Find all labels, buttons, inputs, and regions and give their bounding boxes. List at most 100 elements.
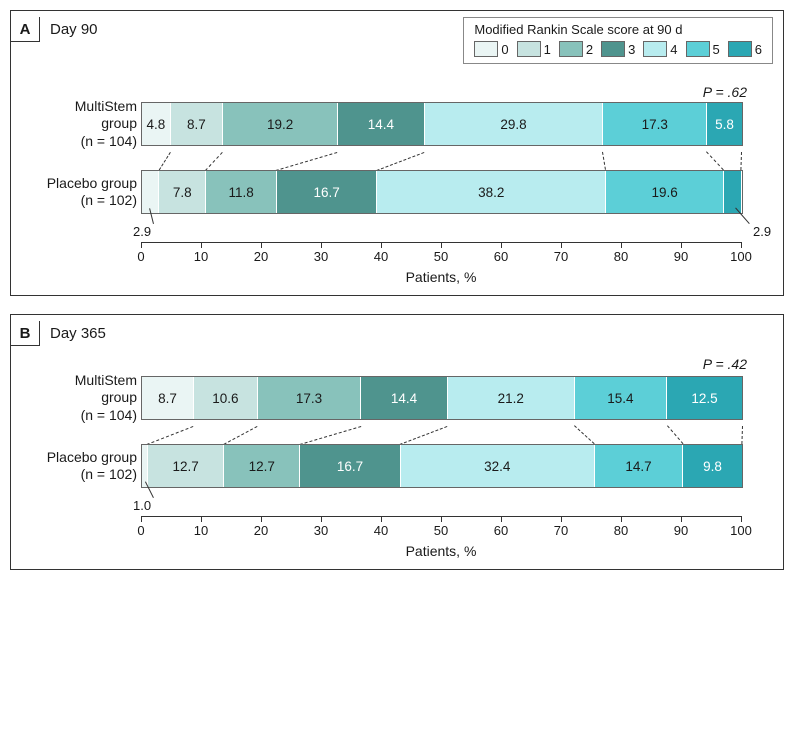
panel-title: Day 365 [50, 325, 106, 342]
axis-tick [741, 242, 742, 248]
panel-b: BDay 365P = .42MultiStemgroup(n = 104)8.… [10, 314, 784, 570]
bar-segment: 9.8 [683, 445, 742, 487]
axis-tick-label: 0 [137, 249, 144, 264]
axis-tick-label: 60 [494, 249, 508, 264]
row-label: Placebo group(n = 102) [11, 449, 137, 484]
bar-segment: 12.7 [224, 445, 300, 487]
chart-area: P = .42MultiStemgroup(n = 104)8.710.617.… [11, 346, 783, 569]
connector-line [299, 426, 360, 445]
axis-line [141, 242, 741, 249]
axis-tick-label: 10 [194, 249, 208, 264]
legend-title: Modified Rankin Scale score at 90 d [474, 22, 762, 37]
axis-tick [681, 242, 682, 248]
x-axis: 0102030405060708090100Patients, % [141, 516, 741, 559]
axis-tick [381, 242, 382, 248]
axis-tick [321, 516, 322, 522]
axis-tick-label: 90 [674, 523, 688, 538]
axis-tick-label: 10 [194, 523, 208, 538]
bar-segment: 21.2 [448, 377, 575, 419]
connector-line [602, 152, 606, 170]
connector-line [147, 426, 194, 445]
connector-line [400, 426, 448, 445]
x-axis: 0102030405060708090100Patients, % [141, 242, 741, 285]
axis-tick-label: 20 [254, 523, 268, 538]
axis-tick [741, 516, 742, 522]
axis-tick [201, 516, 202, 522]
panel-title: Day 90 [50, 21, 98, 38]
axis-tick [141, 242, 142, 248]
bar-segment: 7.8 [159, 171, 206, 213]
axis-tick-label: 20 [254, 249, 268, 264]
bar-segment: 19.6 [606, 171, 724, 213]
bar-segment: 8.7 [171, 103, 223, 145]
connector-line [667, 425, 683, 444]
bar-segment: 32.4 [401, 445, 595, 487]
bar-segment: 17.3 [258, 377, 362, 419]
axis-tick-label: 30 [314, 249, 328, 264]
bar-segment: 16.7 [300, 445, 400, 487]
row-label: MultiStemgroup(n = 104) [11, 372, 137, 425]
callout: 2.9 [753, 224, 771, 239]
callout: 1.0 [133, 498, 151, 513]
bar-segment: 14.7 [595, 445, 683, 487]
bar-segment [724, 171, 741, 213]
bar-track: 7.811.816.738.219.6 [141, 170, 743, 214]
connector-line [740, 152, 742, 170]
bar-segment: 38.2 [377, 171, 606, 213]
axis-tick [621, 516, 622, 522]
connector-line [223, 426, 257, 445]
connector-line [706, 151, 724, 170]
connector-line [276, 152, 337, 171]
panel-letter: B [11, 321, 40, 346]
panel-a: ADay 90Modified Rankin Scale score at 90… [10, 10, 784, 296]
axis-tick [141, 516, 142, 522]
connector-line [376, 152, 424, 171]
connector-line [574, 425, 594, 444]
axis-tick [441, 242, 442, 248]
callout-group: 1.0 [141, 490, 741, 510]
bar-segment [142, 171, 159, 213]
bar-segment: 12.5 [667, 377, 742, 419]
axis-tick-label: 90 [674, 249, 688, 264]
bar-track: 4.88.719.214.429.817.35.8 [141, 102, 743, 146]
axis-tick-label: 80 [614, 523, 628, 538]
axis-tick-label: 0 [137, 523, 144, 538]
chart-area: P = .62MultiStemgroup(n = 104)4.88.719.2… [11, 42, 783, 295]
axis-tick-label: 80 [614, 249, 628, 264]
axis-tick-labels: 0102030405060708090100 [141, 523, 741, 541]
axis-tick-label: 40 [374, 523, 388, 538]
axis-tick [501, 242, 502, 248]
connector-group [141, 428, 741, 444]
axis-tick [261, 242, 262, 248]
axis-tick-label: 40 [374, 249, 388, 264]
connector-group [141, 154, 741, 170]
bar-segment: 15.4 [575, 377, 667, 419]
bar-row: MultiStemgroup(n = 104)8.710.617.314.421… [141, 376, 763, 420]
axis-tick-label: 50 [434, 249, 448, 264]
panel-header: B Day 365 [11, 315, 783, 346]
callout-group: 2.92.9 [141, 216, 741, 236]
bar-segment: 14.4 [338, 103, 424, 145]
axis-tick [381, 516, 382, 522]
axis-tick [321, 242, 322, 248]
bar-segment: 8.7 [142, 377, 194, 419]
callout: 2.9 [133, 224, 151, 239]
axis-tick-label: 70 [554, 249, 568, 264]
bar-segment: 16.7 [277, 171, 377, 213]
axis-tick-label: 30 [314, 523, 328, 538]
connector-line [158, 152, 170, 171]
axis-line [141, 516, 741, 523]
axis-tick-label: 60 [494, 523, 508, 538]
axis-tick-label: 100 [730, 523, 752, 538]
axis-tick [561, 242, 562, 248]
axis-tick [681, 516, 682, 522]
axis-title: Patients, % [141, 269, 741, 285]
axis-tick [561, 516, 562, 522]
axis-tick [441, 516, 442, 522]
axis-tick [621, 242, 622, 248]
bar-segment: 17.3 [603, 103, 707, 145]
axis-tick-label: 50 [434, 523, 448, 538]
bar-segment: 5.8 [707, 103, 742, 145]
figure-root: ADay 90Modified Rankin Scale score at 90… [10, 10, 784, 570]
axis-tick [201, 242, 202, 248]
